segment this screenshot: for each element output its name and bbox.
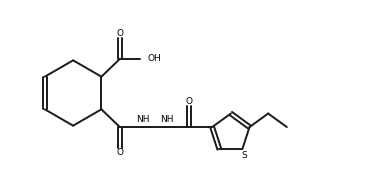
Text: OH: OH — [147, 54, 161, 63]
Text: O: O — [116, 29, 123, 38]
Text: S: S — [241, 150, 247, 160]
Text: NH: NH — [136, 116, 150, 124]
Text: NH: NH — [160, 116, 173, 124]
Text: O: O — [185, 97, 193, 106]
Text: O: O — [116, 148, 123, 157]
